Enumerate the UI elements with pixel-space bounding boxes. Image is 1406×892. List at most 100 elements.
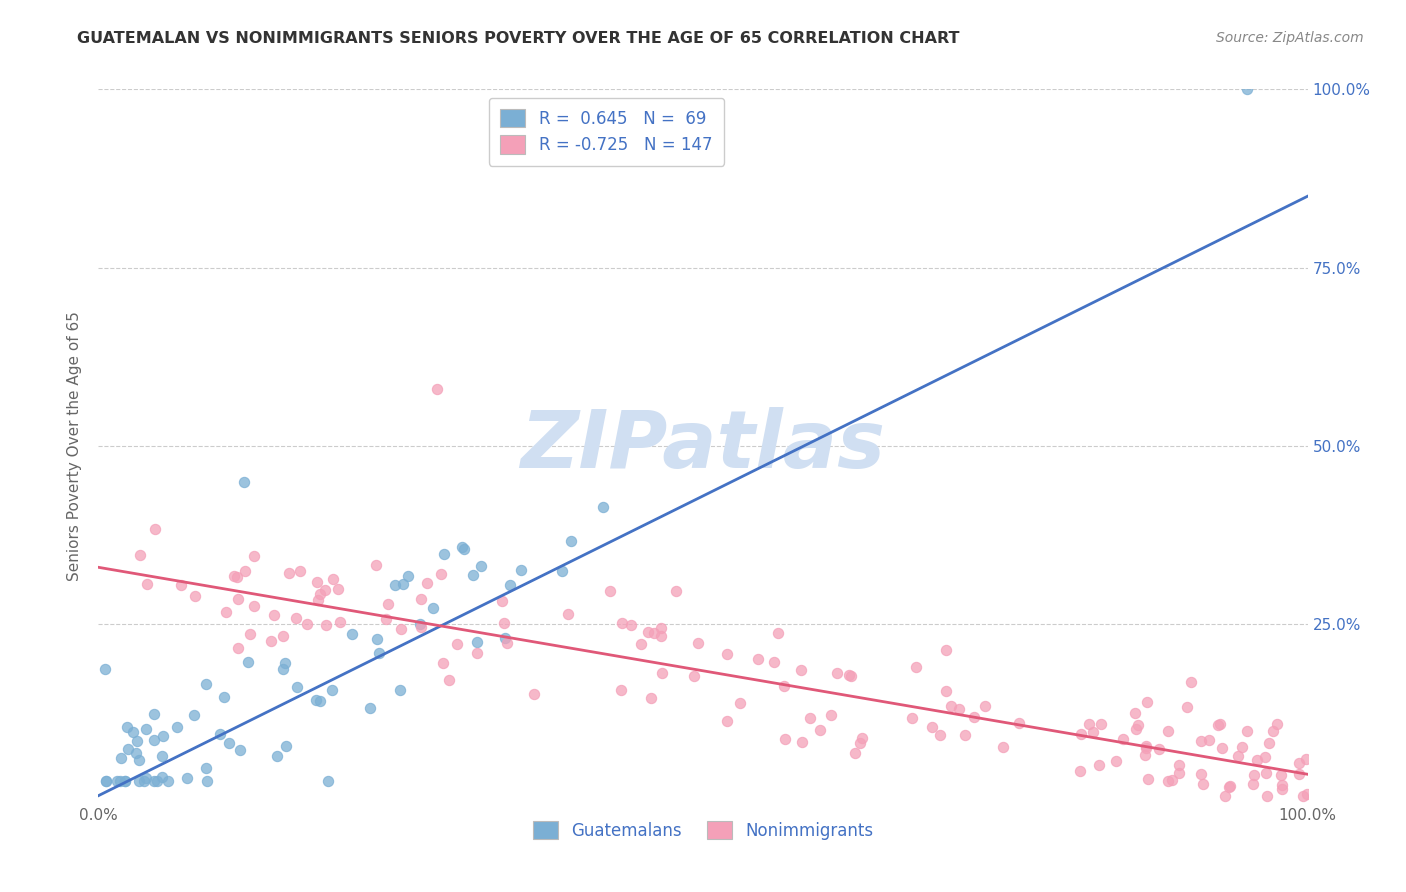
Point bbox=[194, 677, 217, 691]
Point bbox=[396, 568, 419, 582]
Point bbox=[1135, 739, 1157, 754]
Point bbox=[366, 632, 388, 646]
Point bbox=[384, 578, 406, 592]
Point bbox=[329, 615, 352, 630]
Point bbox=[150, 749, 173, 764]
Point bbox=[1209, 717, 1232, 731]
Point bbox=[496, 635, 519, 649]
Point bbox=[285, 681, 308, 695]
Point bbox=[453, 541, 475, 556]
Point bbox=[650, 629, 672, 643]
Point bbox=[599, 584, 621, 599]
Point bbox=[136, 576, 159, 591]
Point bbox=[849, 736, 872, 750]
Point bbox=[1070, 726, 1092, 740]
Point bbox=[1125, 706, 1147, 720]
Point bbox=[129, 548, 152, 562]
Point bbox=[228, 743, 250, 757]
Point bbox=[94, 662, 117, 676]
Point bbox=[142, 706, 165, 721]
Point bbox=[1135, 741, 1157, 756]
Point bbox=[1090, 717, 1112, 731]
Point bbox=[1288, 756, 1310, 771]
Point bbox=[1078, 716, 1101, 731]
Point bbox=[620, 618, 643, 632]
Text: Source: ZipAtlas.com: Source: ZipAtlas.com bbox=[1216, 31, 1364, 45]
Point bbox=[94, 774, 117, 789]
Point bbox=[640, 691, 662, 706]
Point bbox=[1246, 753, 1268, 767]
Point bbox=[114, 774, 136, 789]
Point bbox=[236, 655, 259, 669]
Point bbox=[790, 663, 813, 677]
Point bbox=[1088, 758, 1111, 772]
Point bbox=[1126, 718, 1149, 732]
Point bbox=[328, 582, 350, 596]
Point bbox=[560, 534, 582, 549]
Point bbox=[1265, 716, 1288, 731]
Point bbox=[115, 719, 138, 733]
Point bbox=[637, 625, 659, 640]
Point bbox=[467, 646, 489, 660]
Point bbox=[844, 746, 866, 760]
Point bbox=[215, 605, 238, 619]
Point bbox=[955, 728, 977, 742]
Legend: Guatemalans, Nonimmigrants: Guatemalans, Nonimmigrants bbox=[524, 813, 882, 848]
Point bbox=[316, 774, 339, 789]
Point bbox=[839, 669, 862, 683]
Point bbox=[1168, 758, 1191, 772]
Point bbox=[271, 628, 294, 642]
Point bbox=[935, 684, 957, 698]
Point bbox=[939, 698, 962, 713]
Point bbox=[184, 589, 207, 603]
Point bbox=[226, 570, 249, 584]
Point bbox=[1157, 723, 1180, 738]
Point bbox=[422, 601, 444, 615]
Point bbox=[1147, 742, 1170, 756]
Point bbox=[142, 733, 165, 747]
Point bbox=[1271, 782, 1294, 797]
Point bbox=[499, 578, 522, 592]
Point bbox=[1296, 787, 1319, 801]
Point bbox=[110, 774, 132, 789]
Point bbox=[948, 701, 970, 715]
Point bbox=[1191, 777, 1213, 791]
Point bbox=[314, 583, 336, 598]
Point bbox=[1180, 674, 1202, 689]
Point bbox=[322, 573, 344, 587]
Point bbox=[609, 683, 631, 698]
Point bbox=[1254, 766, 1277, 780]
Point bbox=[682, 669, 704, 683]
Point bbox=[117, 742, 139, 756]
Point bbox=[1133, 747, 1156, 762]
Point bbox=[321, 682, 343, 697]
Point bbox=[1175, 700, 1198, 714]
Point bbox=[494, 616, 516, 631]
Point bbox=[509, 563, 531, 577]
Point bbox=[1261, 724, 1284, 739]
Point bbox=[145, 522, 167, 536]
Point bbox=[226, 591, 249, 606]
Point bbox=[183, 708, 205, 723]
Point bbox=[1189, 734, 1212, 748]
Point bbox=[1112, 731, 1135, 746]
Point bbox=[1243, 768, 1265, 782]
Point bbox=[1256, 789, 1278, 803]
Point bbox=[1206, 717, 1229, 731]
Point bbox=[557, 607, 579, 621]
Point bbox=[222, 568, 245, 582]
Point bbox=[1219, 779, 1241, 793]
Point bbox=[612, 616, 634, 631]
Point bbox=[315, 618, 337, 632]
Point bbox=[430, 567, 453, 582]
Point bbox=[377, 597, 399, 611]
Point bbox=[963, 710, 986, 724]
Point bbox=[176, 771, 198, 785]
Point bbox=[392, 577, 415, 591]
Point bbox=[991, 739, 1014, 754]
Point bbox=[122, 725, 145, 739]
Point bbox=[825, 666, 848, 681]
Point bbox=[125, 746, 148, 760]
Point bbox=[128, 774, 150, 789]
Point bbox=[792, 735, 814, 749]
